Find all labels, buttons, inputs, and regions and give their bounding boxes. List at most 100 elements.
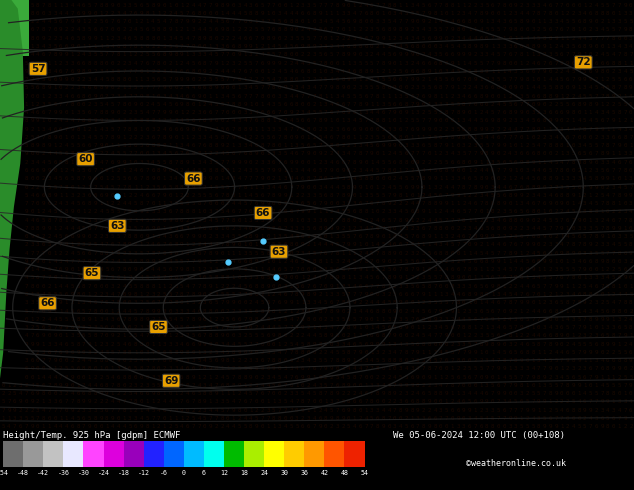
- Text: 4: 4: [330, 102, 333, 107]
- Text: 2: 2: [261, 292, 264, 297]
- Text: 4: 4: [209, 102, 212, 107]
- Text: 7: 7: [404, 77, 408, 82]
- Text: 8: 8: [341, 218, 345, 222]
- Text: 4: 4: [376, 110, 379, 115]
- Text: 3: 3: [508, 44, 512, 49]
- Text: 5: 5: [186, 201, 189, 206]
- Text: 7: 7: [266, 2, 270, 8]
- Text: 5: 5: [261, 251, 264, 256]
- Text: 4: 4: [226, 342, 230, 346]
- Text: 6: 6: [577, 19, 581, 24]
- Text: 7: 7: [249, 176, 252, 181]
- Text: 9: 9: [186, 127, 189, 132]
- Text: 0: 0: [151, 201, 155, 206]
- Text: 3: 3: [243, 143, 247, 148]
- Text: 4: 4: [25, 333, 28, 338]
- Text: 3: 3: [479, 135, 483, 140]
- Text: 2: 2: [595, 193, 598, 198]
- Text: 6: 6: [606, 61, 609, 66]
- Text: 1: 1: [36, 127, 39, 132]
- Text: 2: 2: [577, 168, 581, 173]
- Text: 8: 8: [209, 333, 212, 338]
- Text: 0: 0: [128, 102, 132, 107]
- Text: 3: 3: [100, 69, 103, 74]
- Text: 2: 2: [65, 85, 68, 90]
- Text: 6: 6: [197, 85, 201, 90]
- Text: 4: 4: [520, 176, 523, 181]
- Text: 1: 1: [479, 383, 483, 388]
- Text: 3: 3: [53, 399, 57, 404]
- Text: 3: 3: [313, 52, 316, 57]
- Text: 5: 5: [48, 292, 51, 297]
- Text: 0: 0: [145, 44, 149, 49]
- Text: 8: 8: [191, 69, 195, 74]
- Text: 5: 5: [612, 110, 616, 115]
- Text: 4: 4: [295, 11, 299, 16]
- Text: 8: 8: [128, 185, 132, 190]
- Text: 9: 9: [220, 143, 224, 148]
- Text: 1: 1: [65, 333, 68, 338]
- Text: 5: 5: [376, 135, 379, 140]
- Text: 8: 8: [479, 176, 483, 181]
- Text: 2: 2: [404, 119, 408, 123]
- Text: 0: 0: [318, 375, 321, 380]
- Text: 0: 0: [203, 94, 207, 98]
- Text: 5: 5: [295, 234, 299, 239]
- Text: 4: 4: [289, 151, 293, 156]
- Text: 2: 2: [117, 284, 120, 289]
- Text: 9: 9: [433, 119, 437, 123]
- Text: 7: 7: [422, 367, 425, 371]
- Text: 2: 2: [520, 333, 523, 338]
- Text: 9: 9: [145, 317, 149, 322]
- Text: 0: 0: [474, 383, 477, 388]
- Text: 7: 7: [289, 350, 293, 355]
- Text: 9: 9: [186, 160, 189, 165]
- Text: 8: 8: [220, 275, 224, 280]
- Text: 4: 4: [197, 416, 201, 421]
- Text: 7: 7: [295, 317, 299, 322]
- Text: 3: 3: [514, 317, 517, 322]
- Text: 8: 8: [456, 300, 460, 305]
- Text: 3: 3: [566, 44, 569, 49]
- Text: 3: 3: [249, 168, 252, 173]
- Text: 5: 5: [117, 69, 120, 74]
- Text: 6: 6: [197, 61, 201, 66]
- Text: 0: 0: [180, 300, 183, 305]
- Text: 5: 5: [42, 300, 45, 305]
- Text: 3: 3: [629, 201, 633, 206]
- Text: 1: 1: [416, 325, 420, 330]
- Text: 3: 3: [82, 300, 86, 305]
- Text: 2: 2: [347, 143, 351, 148]
- Text: 9: 9: [439, 309, 443, 314]
- Text: 9: 9: [404, 52, 408, 57]
- Text: 8: 8: [203, 367, 207, 371]
- Text: 5: 5: [157, 350, 160, 355]
- Text: 3: 3: [255, 383, 258, 388]
- Text: 9: 9: [232, 408, 235, 413]
- Text: 3: 3: [59, 259, 63, 264]
- Text: 1: 1: [526, 383, 529, 388]
- Text: 9: 9: [324, 119, 327, 123]
- Text: 4: 4: [266, 383, 270, 388]
- Text: 7: 7: [169, 408, 172, 413]
- Text: 6: 6: [42, 325, 45, 330]
- Text: 2: 2: [554, 127, 558, 132]
- Text: 6: 6: [577, 209, 581, 214]
- Text: 6: 6: [508, 52, 512, 57]
- Text: 7: 7: [151, 358, 155, 363]
- Text: 5: 5: [25, 143, 28, 148]
- Text: 8: 8: [272, 143, 276, 148]
- Text: 5: 5: [243, 61, 247, 66]
- Text: 4: 4: [560, 19, 564, 24]
- Text: 5: 5: [479, 367, 483, 371]
- Text: 5: 5: [520, 209, 523, 214]
- Text: 2: 2: [255, 52, 258, 57]
- Text: 1: 1: [629, 61, 633, 66]
- Text: 5: 5: [243, 11, 247, 16]
- Text: 5: 5: [468, 317, 471, 322]
- Text: 0: 0: [117, 27, 120, 32]
- Text: 1: 1: [427, 209, 431, 214]
- Text: 8: 8: [623, 135, 627, 140]
- Text: 0: 0: [382, 234, 385, 239]
- Text: 6: 6: [427, 61, 431, 66]
